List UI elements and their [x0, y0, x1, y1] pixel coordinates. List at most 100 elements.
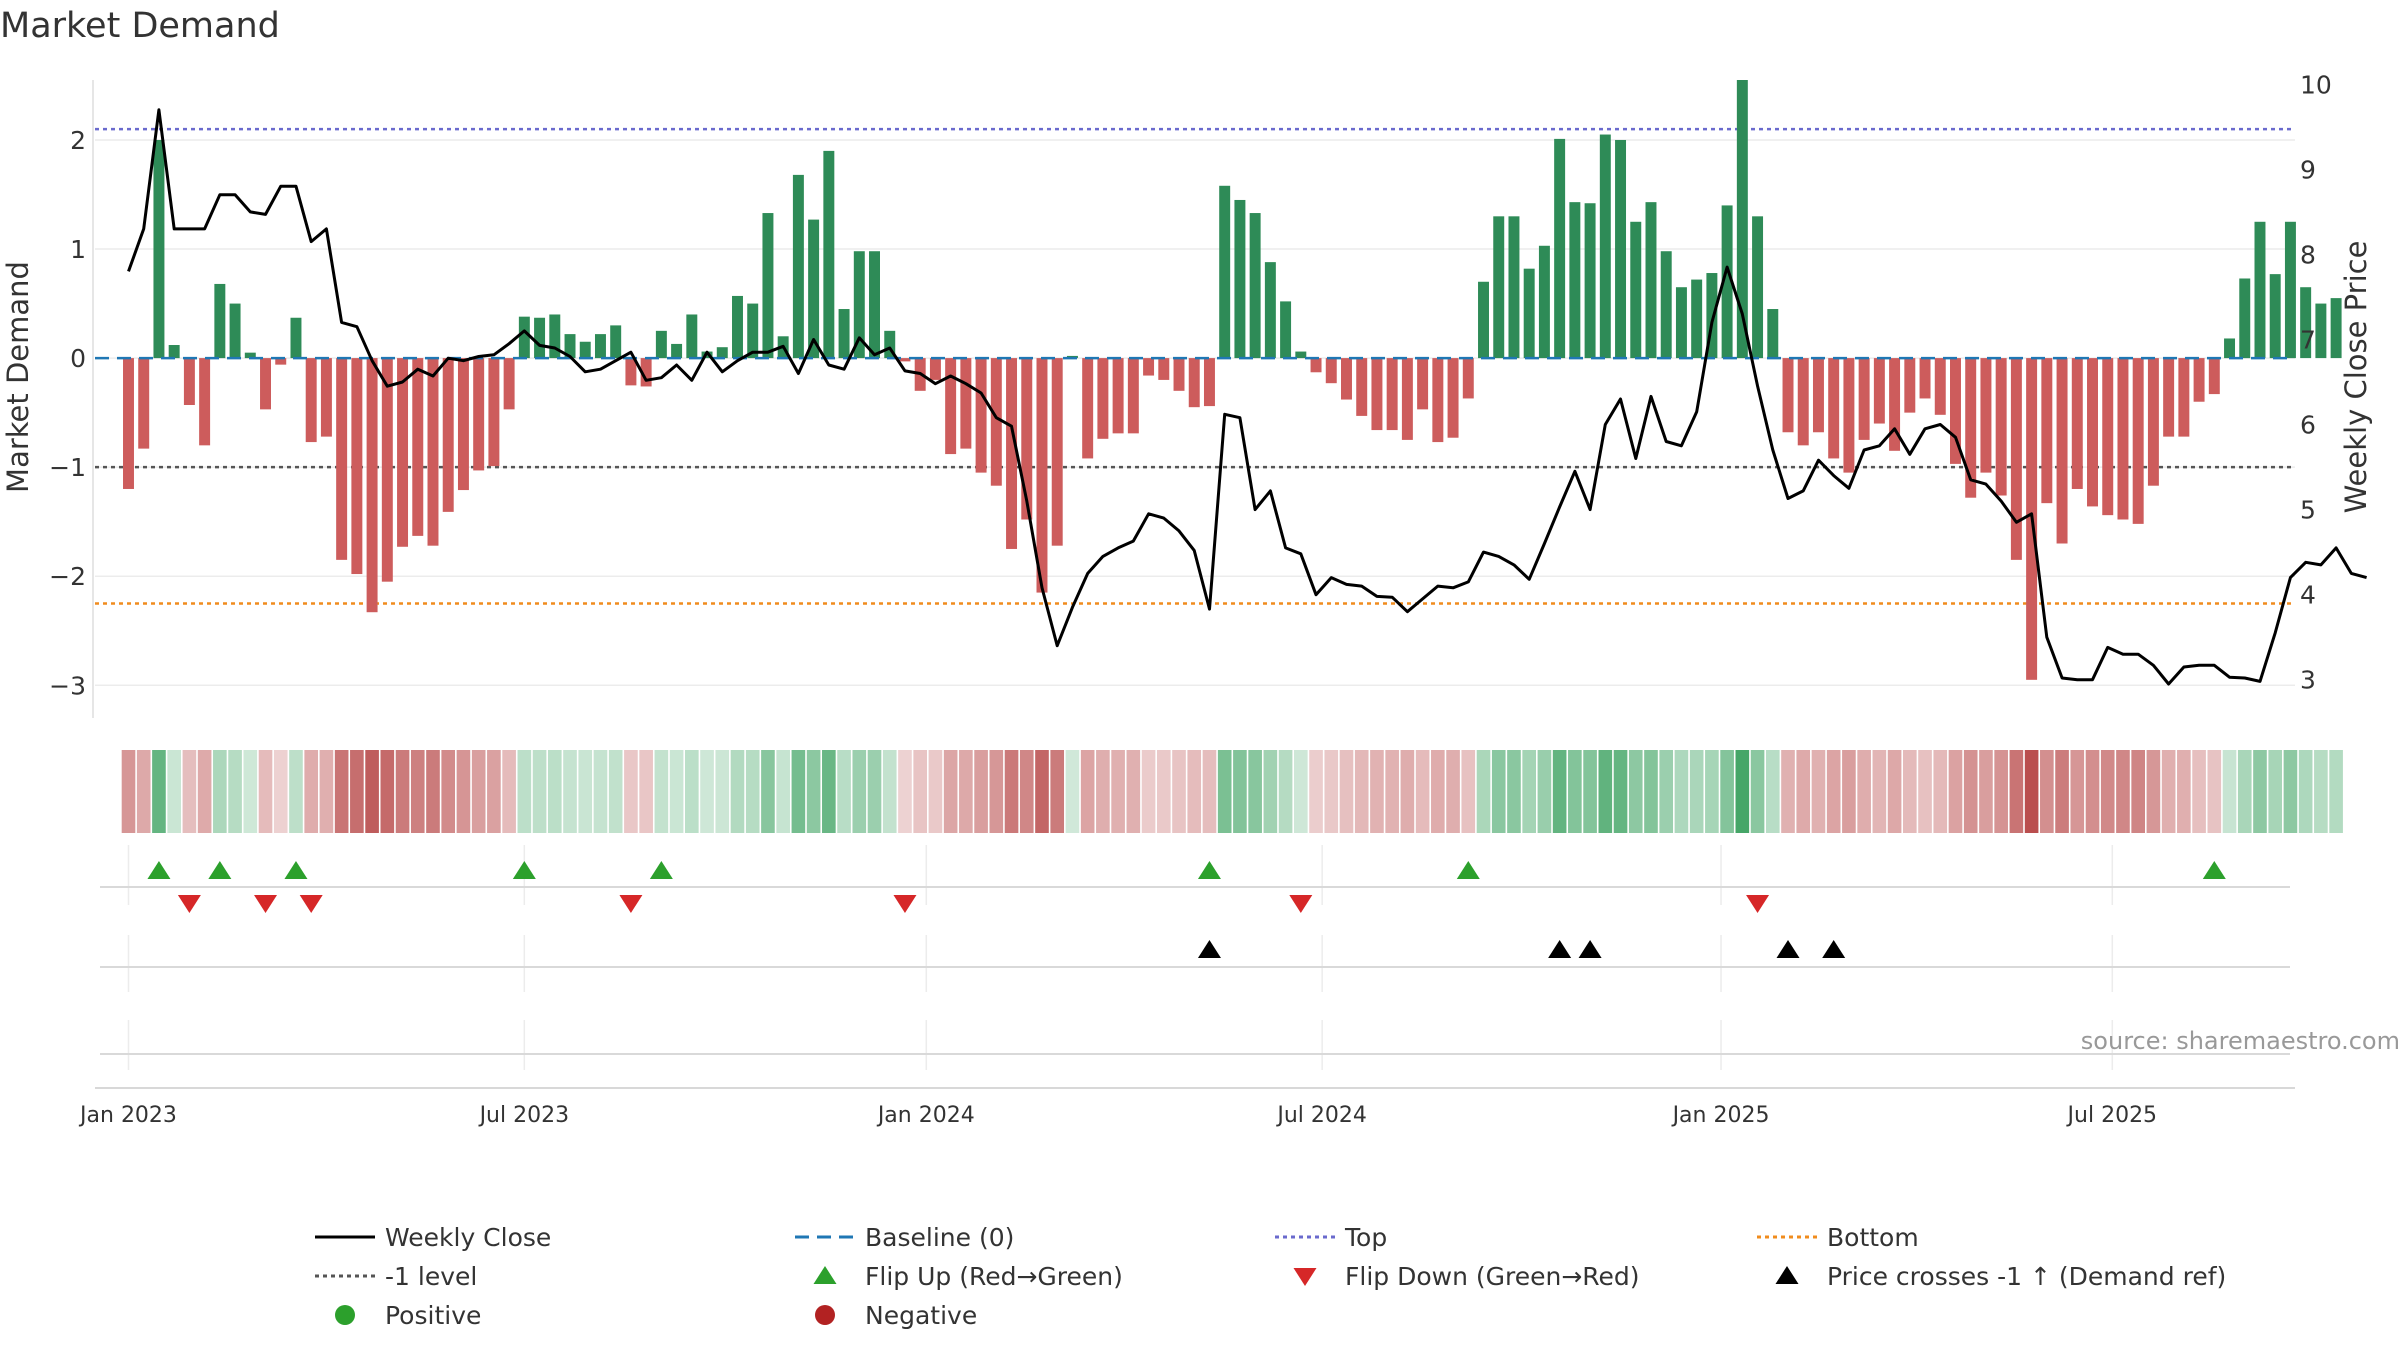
- y-tick-label: 1: [70, 235, 86, 264]
- heat-cell: [1796, 750, 1811, 833]
- demand-bar-positive: [1493, 216, 1505, 359]
- demand-bar-negative: [1371, 358, 1383, 431]
- price-cross-marker: [1548, 940, 1572, 958]
- demand-bar-positive: [168, 345, 180, 359]
- demand-bar-negative: [1341, 358, 1352, 400]
- legend-label: Positive: [385, 1301, 481, 1330]
- heat-cell: [1263, 750, 1278, 833]
- demand-bar-positive: [655, 330, 667, 359]
- y2-axis-ticks: 3 4 5 6 7 8 9 10: [2300, 70, 2332, 694]
- demand-bar-positive: [1508, 216, 1520, 359]
- demand-bar-negative: [1082, 358, 1094, 459]
- heat-cell: [2161, 750, 2176, 833]
- demand-bar-negative: [929, 358, 941, 380]
- heat-cell: [2055, 750, 2069, 833]
- heat-cell: [822, 750, 836, 833]
- y2-axis-label: Weekly Close Price: [2339, 241, 2373, 514]
- demand-bar-negative: [1188, 358, 1200, 408]
- demand-bar-negative: [503, 358, 515, 410]
- axes: [92, 80, 2295, 1089]
- demand-bar-positive: [1538, 245, 1550, 359]
- heat-cell: [1994, 750, 2008, 833]
- legend: Weekly Close Baseline (0) Top Bottom -1 leve…: [315, 1223, 2226, 1330]
- price-cross-marker: [1578, 940, 1602, 958]
- y2-tick-label: 10: [2300, 70, 2332, 99]
- heat-cell: [1035, 750, 1049, 833]
- demand-bar-negative: [1097, 358, 1109, 439]
- heat-cell: [1781, 750, 1795, 833]
- heat-cell: [2329, 750, 2343, 833]
- demand-bar-positive: [1767, 309, 1779, 359]
- heat-cell: [1461, 750, 1476, 833]
- heat-cell: [2207, 750, 2222, 833]
- demand-bar-negative: [320, 358, 332, 437]
- heat-cell: [1902, 750, 1917, 833]
- heat-cell: [882, 750, 897, 833]
- y2-tick-label: 4: [2300, 581, 2316, 610]
- heat-cell: [867, 750, 882, 833]
- heat-cell: [1644, 750, 1658, 833]
- demand-bar-positive: [1280, 301, 1292, 359]
- heat-cell: [426, 750, 440, 833]
- demand-bar-positive: [1721, 205, 1733, 359]
- heat-cell: [380, 750, 395, 833]
- demand-bar-positive: [823, 150, 835, 359]
- heat-cell: [1583, 750, 1597, 833]
- heat-cell: [1415, 750, 1430, 833]
- heat-cell: [913, 750, 928, 833]
- x-axis-ticks: Jan 2023 Jul 2023 Jan 2024 Jul 2024 Jan 2025…: [78, 1103, 2157, 1128]
- y-tick-label: 2: [70, 126, 86, 155]
- demand-bar-negative: [1432, 358, 1444, 443]
- demand-bar-positive: [2224, 338, 2236, 359]
- demand-bar-negative: [2178, 358, 2190, 437]
- demand-bar-positive: [244, 352, 256, 359]
- heat-cell: [1689, 750, 1704, 833]
- demand-bar-negative: [1889, 358, 1901, 451]
- legend-label: Negative: [865, 1301, 977, 1330]
- legend-label: Price crosses -1 ↑ (Demand ref): [1827, 1262, 2226, 1291]
- heat-cell: [898, 750, 912, 833]
- heat-cell: [639, 750, 653, 833]
- heat-cell: [1568, 750, 1582, 833]
- flip-down-marker: [619, 895, 643, 913]
- heat-cell: [2116, 750, 2130, 833]
- demand-bar-positive: [808, 219, 820, 359]
- y-axis-ticks: −3 −2 −1 0 1 2: [49, 126, 86, 700]
- heat-cell: [1156, 750, 1171, 833]
- y-tick-label: 0: [70, 344, 86, 373]
- demand-bar-negative: [1173, 358, 1185, 391]
- heat-cell: [2177, 750, 2191, 833]
- demand-bar-positive: [290, 317, 302, 359]
- demand-bar-positive: [1478, 281, 1489, 359]
- demand-bar-negative: [1143, 358, 1155, 376]
- heat-cell: [1004, 750, 1019, 833]
- heat-cell: [2237, 750, 2252, 833]
- heat-cell: [304, 750, 319, 833]
- demand-bar-negative: [625, 358, 637, 386]
- demand-bar-positive: [671, 343, 683, 359]
- heat-cell: [2070, 750, 2085, 833]
- x-tick-label: Jul 2025: [2066, 1103, 2158, 1128]
- heat-cell: [1141, 750, 1156, 833]
- heat-cell: [1111, 750, 1125, 833]
- heat-cell: [1217, 750, 1232, 833]
- legend-label: Top: [1344, 1223, 1387, 1252]
- y-tick-label: −3: [49, 671, 86, 700]
- demand-bar-negative: [2041, 358, 2053, 504]
- demand-bar-negative: [2208, 358, 2220, 395]
- demand-bar-positive: [229, 303, 241, 359]
- demand-heat-strip: [121, 750, 2343, 833]
- heat-cell: [2131, 750, 2145, 833]
- flip-up-marker: [208, 861, 232, 879]
- demand-bar-negative: [473, 358, 485, 471]
- legend-negative-swatch: [815, 1305, 835, 1325]
- heat-cell: [136, 750, 151, 833]
- heat-cell: [1065, 750, 1080, 833]
- demand-bar-negative: [1127, 358, 1139, 434]
- demand-bar-positive: [2239, 278, 2251, 359]
- demand-bar-positive: [1219, 185, 1231, 359]
- demand-bar-negative: [960, 358, 972, 449]
- heat-cell: [1187, 750, 1202, 833]
- demand-bar-negative: [990, 358, 1002, 486]
- demand-bar-negative: [2147, 358, 2159, 486]
